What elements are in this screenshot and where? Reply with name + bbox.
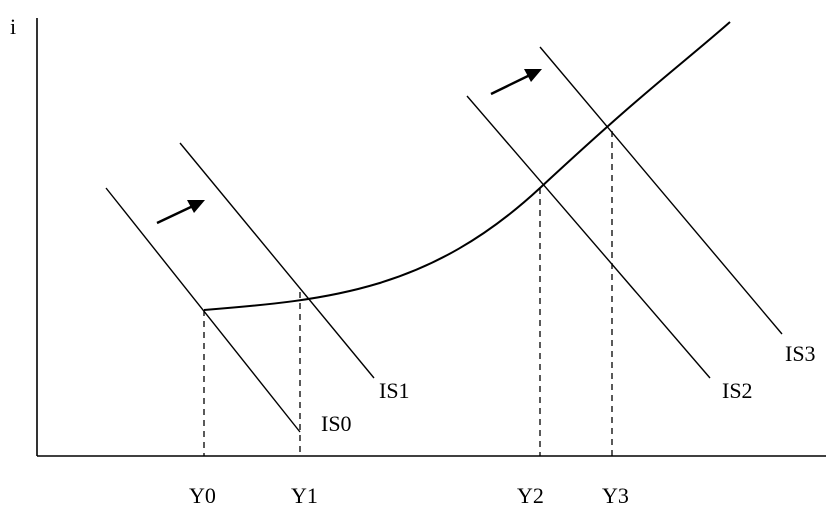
- is0-label: IS0: [321, 411, 352, 436]
- is2-label: IS2: [722, 378, 753, 403]
- is1-label: IS1: [379, 378, 410, 403]
- y-axis-label: i: [10, 14, 16, 39]
- y3-label: Y3: [602, 483, 629, 508]
- y1-label: Y1: [291, 483, 318, 508]
- is1-line: [179, 142, 375, 379]
- is3-line: [539, 46, 783, 335]
- right-shift-arrow-icon: [490, 69, 542, 96]
- y2-label: Y2: [517, 483, 544, 508]
- is3-label: IS3: [785, 341, 816, 366]
- lm-curve: [203, 21, 731, 311]
- y0-label: Y0: [189, 483, 216, 508]
- is2-line: [466, 95, 711, 379]
- is0-line: [105, 187, 301, 433]
- left-shift-arrow-icon: [156, 200, 205, 225]
